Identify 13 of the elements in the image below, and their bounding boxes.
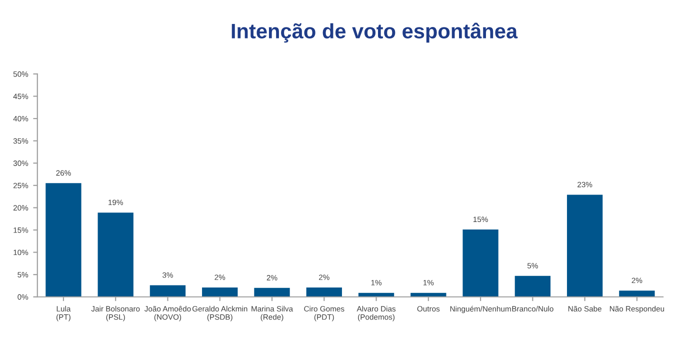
bar: [149, 284, 186, 297]
bar: [44, 182, 82, 297]
bar: [618, 290, 656, 297]
bar: [514, 275, 552, 297]
bar: [253, 287, 291, 297]
bar: [358, 292, 395, 297]
bar: [462, 228, 500, 297]
bar: [305, 286, 343, 297]
bar: [566, 194, 604, 297]
bar: [201, 286, 239, 297]
bar: [96, 212, 134, 297]
bar: [410, 292, 448, 297]
chart-title: Intenção de voto espontânea: [232, 22, 518, 43]
